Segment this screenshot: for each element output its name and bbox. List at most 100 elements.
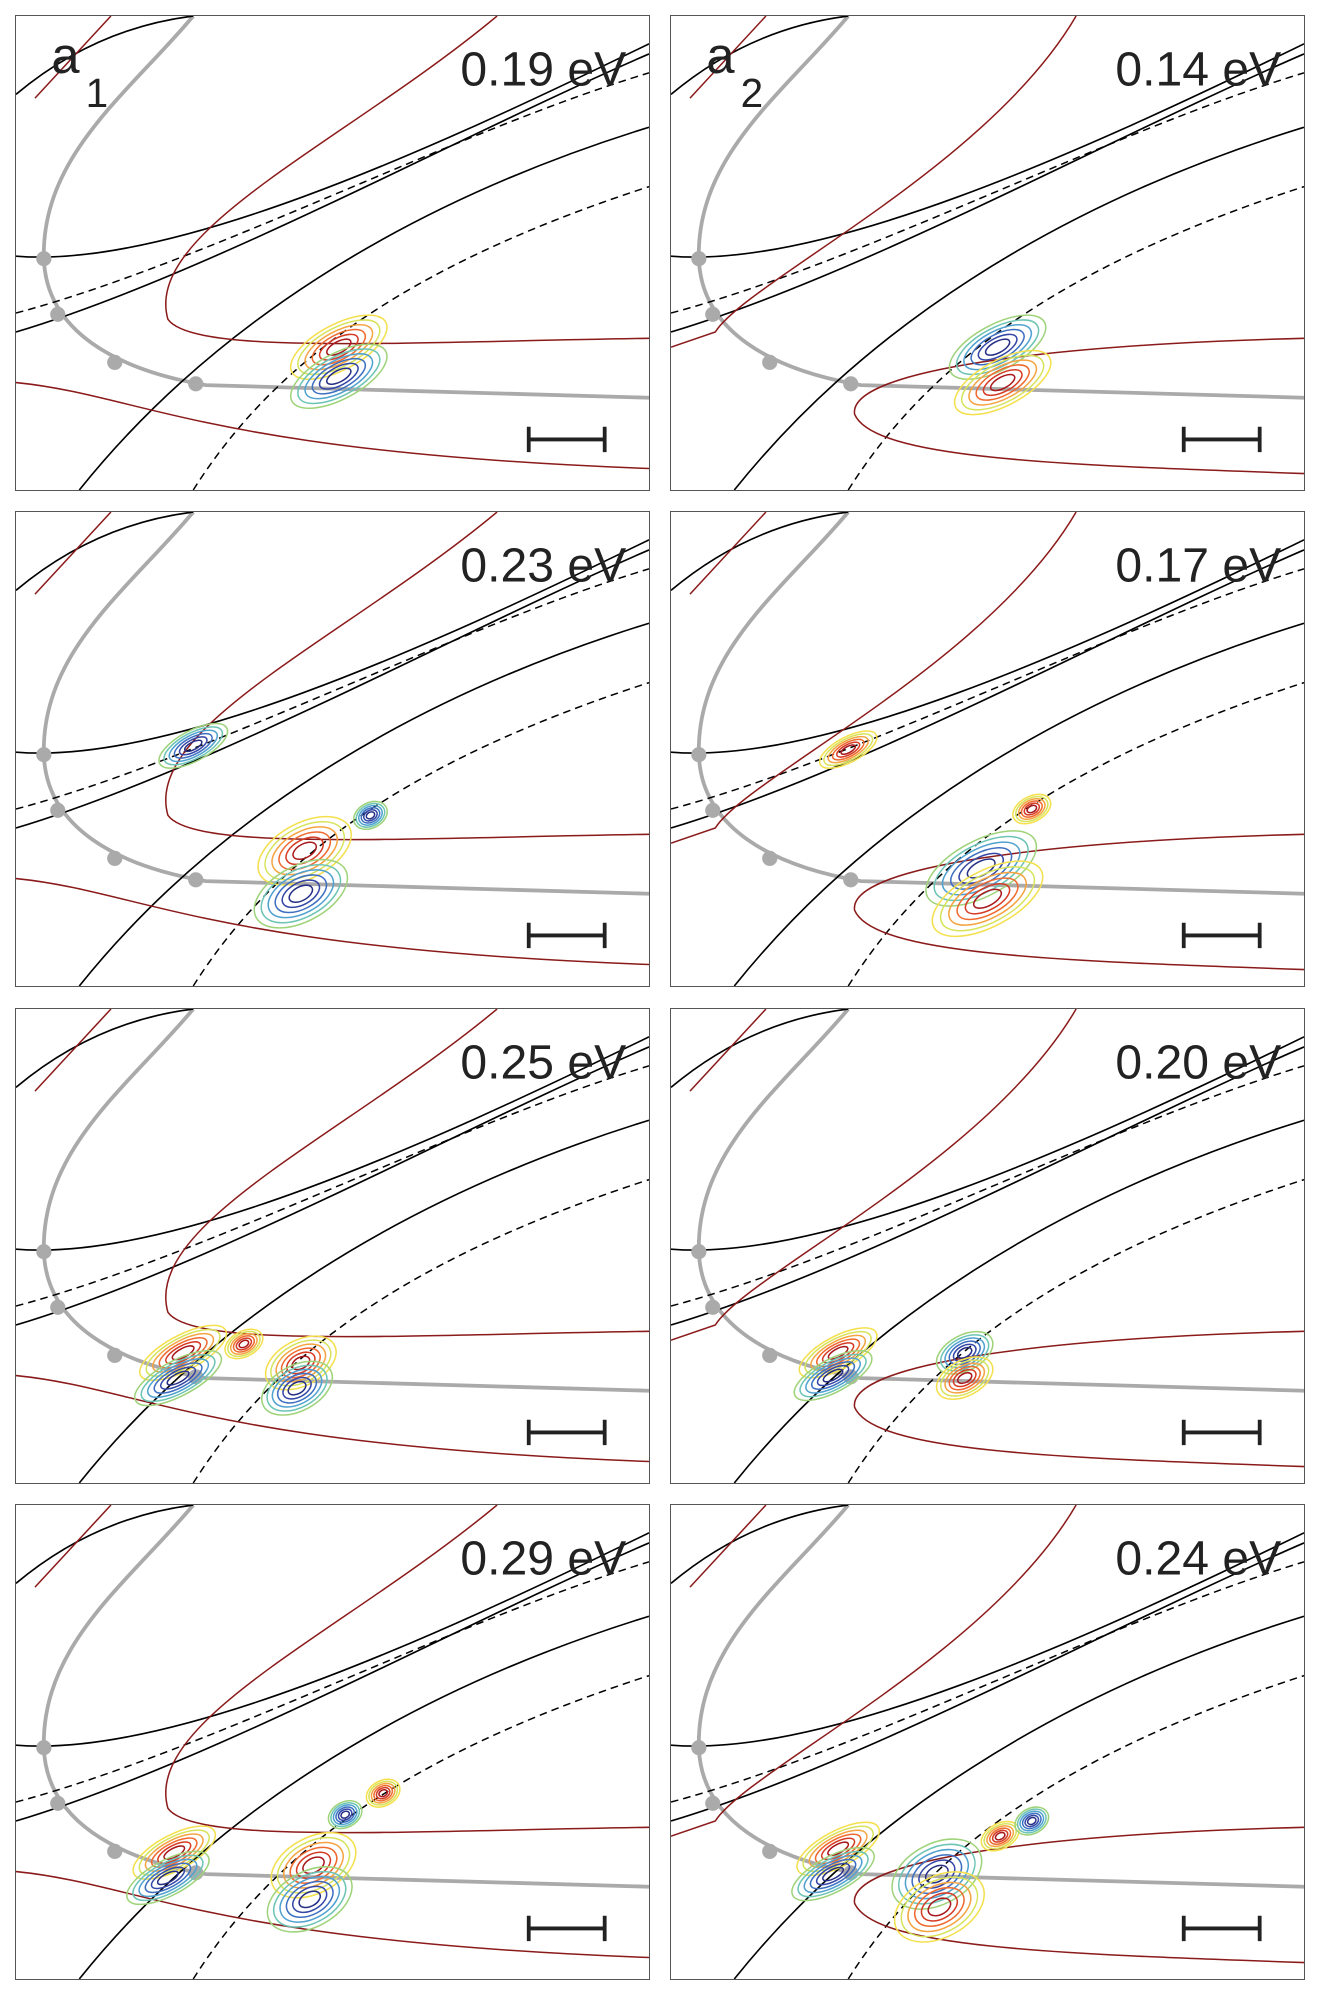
contour bbox=[810, 1361, 856, 1390]
contour bbox=[1020, 800, 1043, 818]
red-curve bbox=[34, 512, 112, 595]
black-curve bbox=[733, 622, 1304, 986]
contour bbox=[1019, 1810, 1045, 1832]
contour bbox=[925, 830, 1038, 907]
energy-label: 0.14 eV bbox=[1115, 43, 1281, 97]
contour bbox=[797, 1850, 869, 1898]
contour bbox=[264, 820, 346, 881]
black-curve bbox=[16, 1046, 649, 1326]
energy-label: 0.23 eV bbox=[460, 539, 626, 593]
red-curve bbox=[165, 512, 649, 841]
contour bbox=[948, 1340, 981, 1366]
contour bbox=[975, 364, 1030, 401]
contour bbox=[1021, 1812, 1042, 1830]
black-curve bbox=[671, 539, 1304, 754]
contour bbox=[1015, 795, 1049, 823]
dashed-curve bbox=[671, 72, 1304, 314]
contour bbox=[229, 1332, 258, 1355]
contour bbox=[900, 1876, 979, 1938]
panel: 0.17 eV bbox=[670, 511, 1305, 987]
contour bbox=[271, 826, 339, 876]
contour bbox=[235, 1337, 253, 1351]
black-curve bbox=[16, 539, 649, 754]
contour bbox=[352, 800, 388, 831]
contour bbox=[956, 1346, 973, 1359]
dashed-curve bbox=[16, 72, 649, 314]
scale-bar bbox=[1181, 426, 1262, 453]
black-curve bbox=[671, 1542, 1304, 1822]
point bbox=[50, 1299, 66, 1315]
contour bbox=[291, 1355, 311, 1371]
contour bbox=[304, 324, 374, 371]
dashed-curve bbox=[671, 1561, 1304, 1803]
black-curve bbox=[16, 16, 194, 95]
contour bbox=[827, 735, 869, 764]
black-curve bbox=[733, 1615, 1304, 1979]
red-curve bbox=[16, 1870, 649, 1959]
contour bbox=[378, 1788, 389, 1798]
contour bbox=[803, 1854, 863, 1894]
contour bbox=[166, 1370, 190, 1386]
contour bbox=[138, 1858, 198, 1898]
contour bbox=[793, 1349, 873, 1402]
black-curve bbox=[78, 1615, 649, 1979]
black-curve bbox=[671, 1009, 849, 1088]
contour bbox=[968, 359, 1038, 406]
contour bbox=[335, 1806, 356, 1824]
contour bbox=[935, 1330, 994, 1375]
dashed-curve bbox=[671, 568, 1304, 810]
panel-subscript: 1 bbox=[86, 70, 109, 116]
black-curve bbox=[16, 1532, 649, 1747]
contour bbox=[224, 1328, 264, 1360]
contour bbox=[1026, 1816, 1037, 1826]
contour bbox=[972, 888, 1003, 909]
scale-bar bbox=[1181, 1915, 1262, 1942]
panel-label: a bbox=[706, 27, 735, 84]
point bbox=[107, 1843, 123, 1859]
contour bbox=[822, 1368, 844, 1383]
contour bbox=[948, 1365, 981, 1391]
panel-subscript: 2 bbox=[741, 70, 764, 116]
contour bbox=[274, 874, 328, 914]
panel: 0.29 eV bbox=[15, 1504, 650, 1980]
energy-label: 0.17 eV bbox=[1115, 539, 1281, 593]
contour bbox=[292, 1885, 328, 1914]
contour bbox=[939, 866, 1036, 932]
contour bbox=[156, 1870, 179, 1886]
contour bbox=[823, 733, 874, 767]
scale-bar bbox=[526, 426, 607, 453]
contour bbox=[270, 1831, 357, 1899]
contour bbox=[984, 338, 1011, 356]
red-curve bbox=[853, 337, 1304, 475]
contour bbox=[970, 328, 1025, 366]
scale-bar bbox=[526, 922, 607, 949]
contour bbox=[898, 1843, 976, 1905]
contour bbox=[326, 367, 352, 386]
contour bbox=[171, 1345, 195, 1361]
contour bbox=[163, 726, 224, 766]
energy-label: 0.20 eV bbox=[1115, 1036, 1281, 1090]
contour bbox=[178, 736, 208, 756]
red-curve bbox=[671, 16, 1077, 348]
red-curve bbox=[671, 1009, 1077, 1341]
red-curve bbox=[689, 16, 767, 99]
contour bbox=[279, 1875, 341, 1923]
dashed-curve bbox=[847, 681, 1304, 986]
contour bbox=[820, 1837, 856, 1861]
red-curve bbox=[853, 833, 1304, 971]
contour bbox=[287, 1380, 307, 1396]
contour bbox=[927, 1897, 952, 1917]
black-curve bbox=[733, 1119, 1304, 1483]
red-curve bbox=[165, 16, 649, 345]
black-curve bbox=[671, 53, 1304, 333]
contour bbox=[948, 871, 1027, 926]
contour bbox=[159, 1366, 197, 1390]
point bbox=[691, 251, 707, 267]
contour bbox=[977, 333, 1018, 361]
contour bbox=[145, 1328, 221, 1377]
contour bbox=[818, 730, 878, 769]
point bbox=[107, 850, 123, 866]
contour bbox=[931, 860, 1044, 938]
contour bbox=[168, 729, 218, 763]
